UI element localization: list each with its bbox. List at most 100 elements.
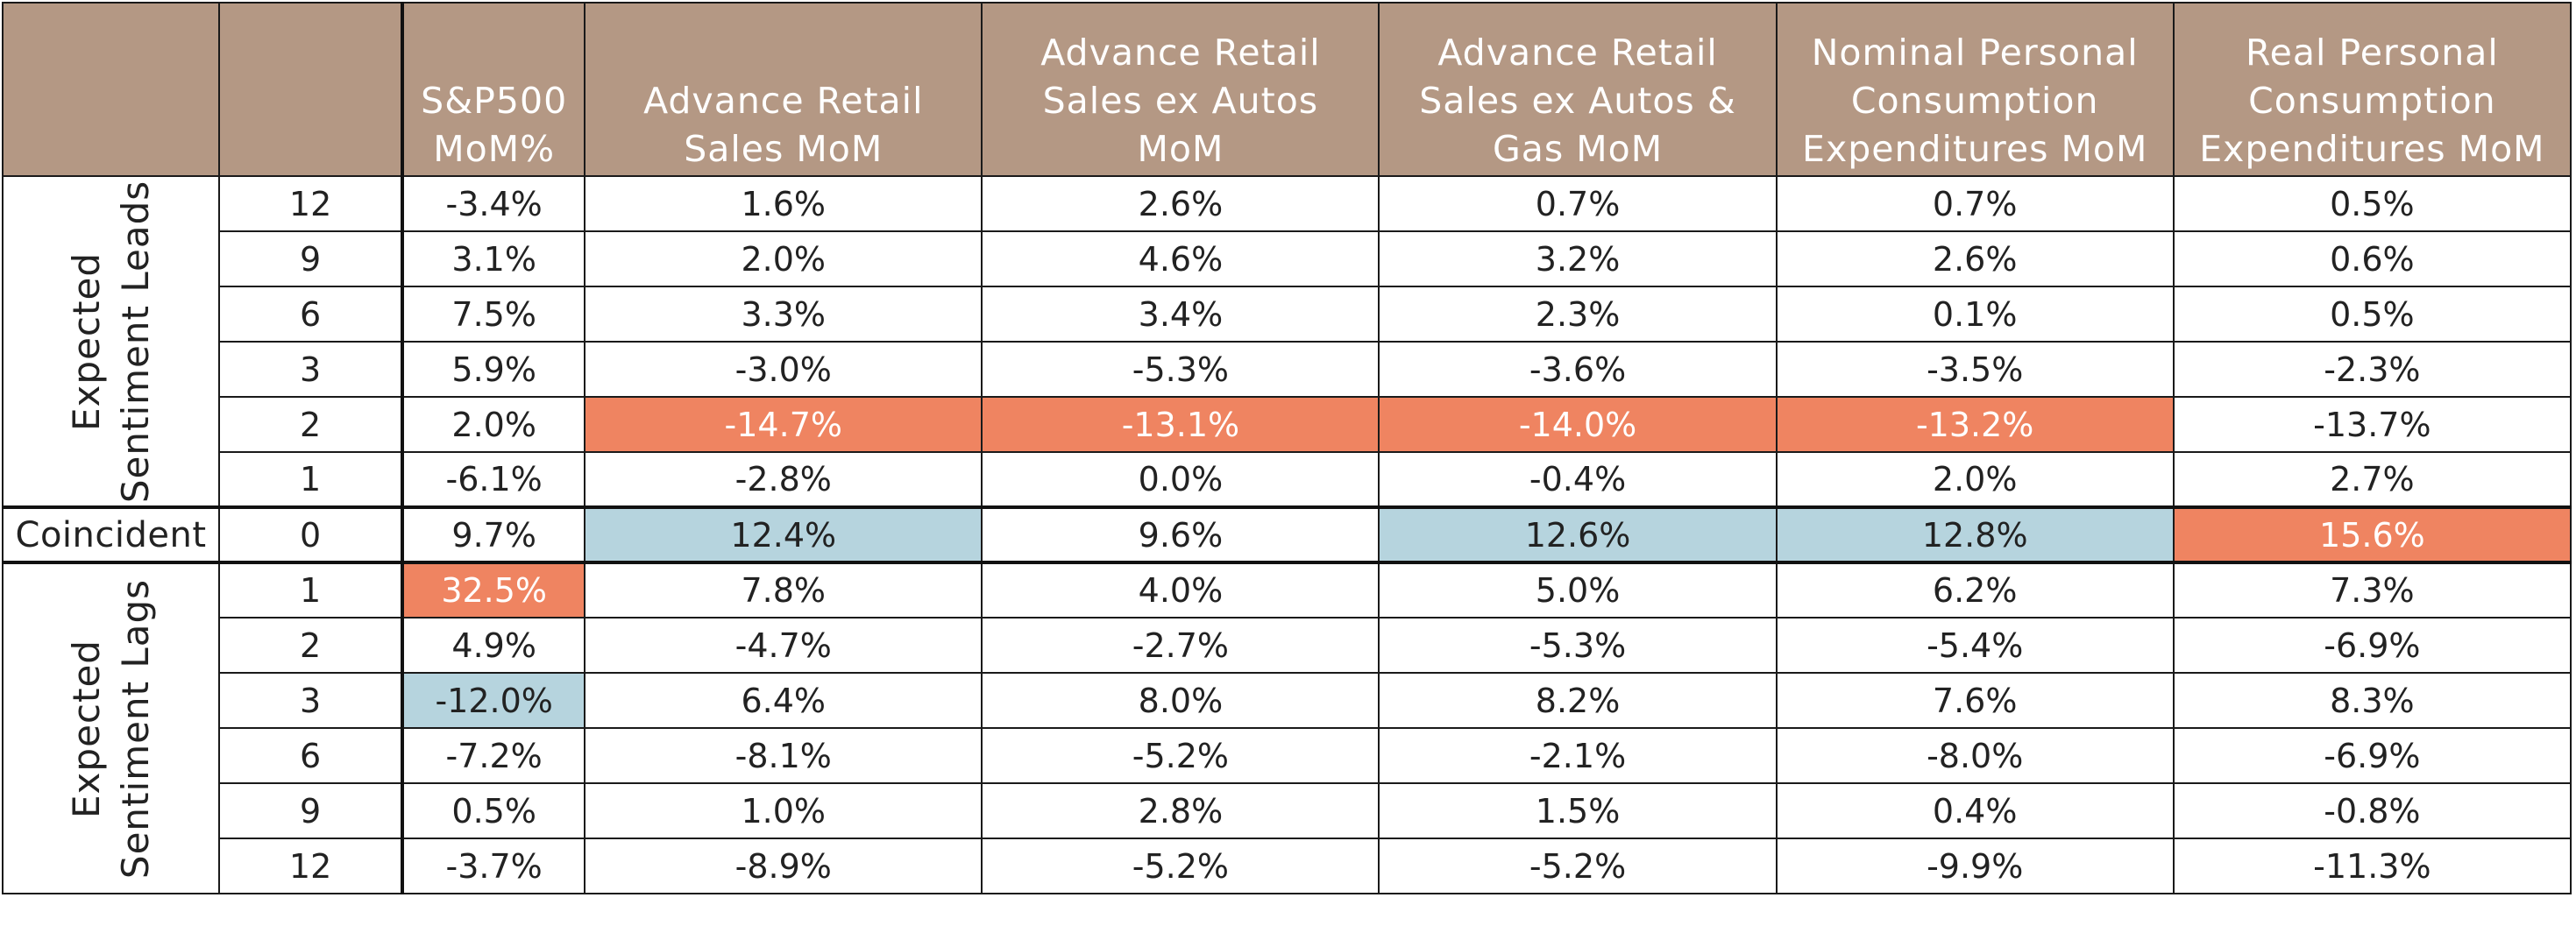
value-cell: 2.0% (584, 230, 983, 287)
column-header-line: Real Personal (2246, 32, 2499, 74)
value-cell: -5.2% (981, 838, 1380, 894)
row-group-label-line: Sentiment Leads (113, 180, 157, 503)
table-row: 6 -7.2% -8.1% -5.2% -2.1% -8.0% -6.9% (3, 727, 2572, 784)
table-row: 3 -12.0% 6.4% 8.0% 8.2% 7.6% 8.3% (3, 672, 2572, 729)
value-cell: -5.3% (981, 341, 1380, 398)
row-group-label-cell: Expected Sentiment Lags (1, 562, 221, 894)
table-row: 9 3.1% 2.0% 4.6% 3.2% 2.6% 0.6% (3, 230, 2572, 287)
value-cell: 12.6% (1378, 505, 1778, 564)
value-cell: -3.4% (401, 175, 586, 232)
lag-cell: 0 (218, 505, 404, 564)
column-header-line: Consumption (1850, 80, 2099, 122)
column-header-5: Advance Retail Sales ex Autos & Gas MoM (1378, 2, 1778, 177)
value-cell: 6.2% (1775, 562, 2175, 619)
value-cell: 1.6% (584, 175, 983, 232)
value-cell: 32.5% (401, 562, 586, 619)
value-cell: -14.7% (584, 396, 983, 453)
value-cell: 4.6% (981, 230, 1380, 287)
value-cell: 0.7% (1775, 175, 2175, 232)
column-header-line: Sales ex Autos (1042, 80, 1319, 122)
value-cell: 15.6% (2172, 505, 2572, 564)
column-header-line: S&P500 (421, 80, 568, 122)
value-cell: 2.0% (1775, 451, 2175, 508)
lag-cell: 3 (218, 672, 404, 729)
value-cell: 2.3% (1378, 286, 1778, 343)
value-cell: 0.6% (2172, 230, 2572, 287)
lag-cell: 6 (218, 727, 404, 784)
value-cell: -0.4% (1378, 451, 1778, 508)
lag-cell: 1 (218, 562, 404, 619)
table-body: Expected Sentiment Leads 12 -3.4% 1.6% 2.6% 0.… (1, 175, 2572, 894)
column-header-line: Expenditures MoM (2199, 128, 2545, 170)
value-cell: 0.1% (1775, 286, 2175, 343)
table-row: 6 7.5% 3.3% 3.4% 2.3% 0.1% 0.5% (3, 286, 2572, 343)
value-cell: -13.2% (1775, 396, 2175, 453)
row-group-label-line: Expected (64, 639, 108, 818)
value-cell: 8.2% (1378, 672, 1778, 729)
value-cell: -6.1% (401, 451, 586, 508)
lag-cell: 2 (218, 396, 404, 453)
value-cell: -13.7% (2172, 396, 2572, 453)
table-row: 2 4.9% -4.7% -2.7% -5.3% -5.4% -6.9% (3, 617, 2572, 674)
table-row: Expected Sentiment Lags 1 32.5% 7.8% 4.0% 5.0%… (1, 562, 2572, 894)
value-cell: 0.5% (2172, 175, 2572, 232)
table-row: 12 -3.7% -8.9% -5.2% -5.2% -9.9% -11.3% (3, 838, 2572, 894)
value-cell: -12.0% (401, 672, 586, 729)
value-cell: 2.6% (981, 175, 1380, 232)
value-cell: -8.1% (584, 727, 983, 784)
value-cell: 7.5% (401, 286, 586, 343)
column-header-line: Advance Retail (1437, 32, 1718, 74)
column-header-3: Advance Retail Sales MoM (584, 2, 983, 177)
value-cell: 3.4% (981, 286, 1380, 343)
value-cell: -3.5% (1775, 341, 2175, 398)
row-group-label-cell: Coincident (1, 505, 221, 564)
value-cell: -8.9% (584, 838, 983, 894)
column-header-line: Expenditures MoM (1802, 128, 2148, 170)
value-cell: 9.6% (981, 505, 1380, 564)
value-cell: -3.0% (584, 341, 983, 398)
column-header-line: Sales ex Autos & (1419, 80, 1736, 122)
table-row: 3 5.9% -3.0% -5.3% -3.6% -3.5% -2.3% (3, 341, 2572, 398)
column-header-line: Gas MoM (1492, 128, 1664, 170)
value-cell: -5.2% (1378, 838, 1778, 894)
column-header-2: S&P500 MoM% (401, 2, 586, 177)
value-cell: 7.6% (1775, 672, 2175, 729)
value-cell: -6.9% (2172, 617, 2572, 674)
row-group-label: Expected Sentiment Lags (62, 578, 160, 878)
value-cell: -0.8% (2172, 782, 2572, 839)
table-row: Expected Sentiment Leads 12 -3.4% 1.6% 2.6% 0.… (1, 175, 2572, 508)
value-cell: 8.3% (2172, 672, 2572, 729)
value-cell: 6.4% (584, 672, 983, 729)
value-cell: 1.0% (584, 782, 983, 839)
table-row: 2 2.0% -14.7% -13.1% -14.0% -13.2% -13.7% (3, 396, 2572, 453)
column-header-line: Sales MoM (684, 128, 884, 170)
row-group-label-line: Expected (64, 251, 108, 431)
row-group-label: Expected Sentiment Leads (62, 180, 160, 502)
lag-cell: 9 (218, 230, 404, 287)
lag-cell: 2 (218, 617, 404, 674)
value-cell: -2.7% (981, 617, 1380, 674)
value-cell: 4.9% (401, 617, 586, 674)
column-header-line: MoM% (433, 128, 556, 170)
value-cell: -14.0% (1378, 396, 1778, 453)
value-cell: -2.1% (1378, 727, 1778, 784)
row-group-label-cell: Expected Sentiment Leads (1, 175, 221, 508)
row-group-label: Coincident (15, 514, 207, 555)
value-cell: -11.3% (2172, 838, 2572, 894)
header-lag-cell (218, 2, 404, 177)
value-cell: 7.8% (584, 562, 983, 619)
value-cell: -5.3% (1378, 617, 1778, 674)
value-cell: 12.4% (584, 505, 983, 564)
table-row: 1 -6.1% -2.8% 0.0% -0.4% 2.0% 2.7% (3, 451, 2572, 508)
row-group-label-line: Sentiment Lags (113, 578, 157, 879)
lag-cell: 6 (218, 286, 404, 343)
value-cell: 3.3% (584, 286, 983, 343)
column-header-6: Nominal Personal Consumption Expenditures … (1775, 2, 2175, 177)
value-cell: 9.7% (401, 505, 586, 564)
value-cell: -8.0% (1775, 727, 2175, 784)
value-cell: -9.9% (1775, 838, 2175, 894)
correlation-table-container: S&P500 MoM% Advance Retail Sales MoM Advance… (1, 2, 2572, 894)
value-cell: 2.0% (401, 396, 586, 453)
value-cell: -2.3% (2172, 341, 2572, 398)
value-cell: -3.6% (1378, 341, 1778, 398)
